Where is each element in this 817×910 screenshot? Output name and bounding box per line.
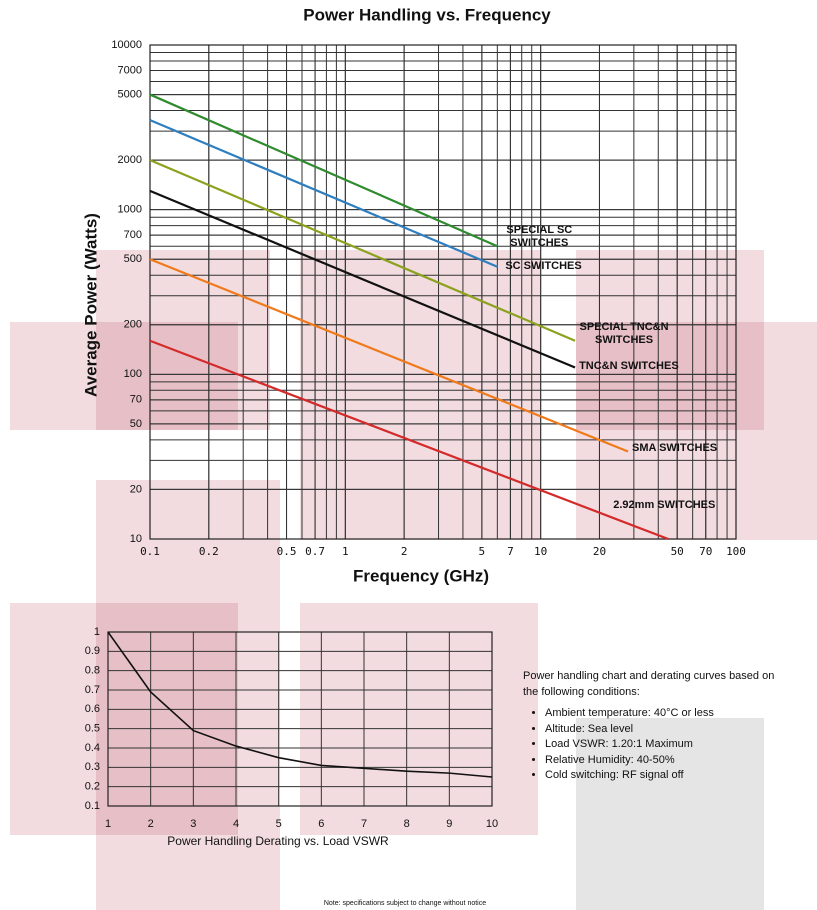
watermark [576, 718, 764, 910]
y-tick-label: 10000 [111, 39, 142, 51]
condition-item: Ambient temperature: 40°C or less [545, 706, 783, 722]
series-label: SPECIAL TNC&N SWITCHES [579, 320, 669, 346]
x-tick-label: 7 [361, 818, 367, 830]
conditions: Power handling chart and derating curves… [523, 669, 783, 784]
x-tick-label: 3 [190, 818, 196, 830]
series-line [149, 189, 576, 369]
watermark [10, 322, 238, 430]
x-tick-label: 0.7 [305, 545, 325, 558]
y-tick-label: 500 [124, 253, 142, 265]
plot-border [149, 44, 737, 540]
y-tick-label: 0.8 [85, 665, 100, 677]
x-tick-label: 2 [148, 818, 154, 830]
x-tick-label: 2 [401, 545, 408, 558]
series-line [149, 339, 669, 541]
series-label: 2.92mm SWITCHES [613, 499, 716, 511]
y-tick-label: 2000 [118, 154, 142, 166]
y-axis-label: Average Power (Watts) [81, 213, 100, 397]
y-tick-label: 0.7 [85, 684, 100, 696]
chart-title: Power Handling Derating vs. Load VSWR [167, 834, 389, 848]
x-tick-label: 5 [276, 818, 282, 830]
series-line [149, 119, 498, 268]
y-tick-label: 0.3 [85, 761, 100, 773]
y-tick-label: 0.5 [85, 723, 100, 735]
watermark [576, 322, 817, 540]
condition-item: Relative Humidity: 40-50% [545, 753, 783, 769]
x-tick-label: 0.2 [199, 545, 219, 558]
condition-item: Load VSWR: 1.20:1 Maximum [545, 737, 783, 753]
x-tick-label: 1 [342, 545, 349, 558]
chart-title: Power Handling vs. Frequency [303, 5, 551, 24]
y-tick-label: 200 [124, 319, 142, 331]
x-tick-label: 7 [507, 545, 514, 558]
watermark [300, 603, 538, 835]
series-label: SPECIAL SC SWITCHES [506, 224, 573, 250]
series-label: SMA SWITCHES [632, 442, 718, 455]
y-tick-label: 0.4 [85, 742, 100, 754]
x-tick-label: 0.1 [140, 545, 160, 558]
y-tick-label: 20 [130, 483, 142, 495]
y-tick-label: 10 [130, 533, 142, 545]
y-tick-label: 0.6 [85, 703, 100, 715]
series-line [107, 631, 493, 778]
y-tick-label: 1000 [118, 204, 142, 216]
y-tick-label: 100 [124, 368, 142, 380]
x-tick-label: 50 [671, 545, 684, 558]
x-tick-label: 1 [105, 818, 111, 830]
watermark [300, 250, 540, 540]
x-tick-label: 9 [446, 818, 452, 830]
y-tick-label: 70 [130, 394, 142, 406]
series-line [149, 159, 576, 342]
series-line [149, 93, 498, 248]
conditions-list: Ambient temperature: 40°C or lessAltitud… [523, 706, 783, 784]
condition-item: Cold switching: RF signal off [545, 768, 783, 784]
y-tick-label: 1 [94, 626, 100, 638]
x-tick-label: 6 [318, 818, 324, 830]
x-axis-label: Frequency (GHz) [353, 566, 489, 585]
plot-border [107, 631, 493, 807]
series-label: TNC&N SWITCHES [579, 359, 679, 372]
footnote: Note: specifications subject to change w… [324, 900, 486, 907]
y-tick-label: 5000 [118, 88, 142, 100]
y-tick-label: 0.1 [85, 800, 100, 812]
y-tick-label: 0.2 [85, 781, 100, 793]
y-tick-label: 7000 [118, 64, 142, 76]
x-tick-label: 10 [534, 545, 547, 558]
y-tick-label: 50 [130, 418, 142, 430]
x-tick-label: 10 [486, 818, 498, 830]
y-tick-label: 700 [124, 229, 142, 241]
x-tick-label: 20 [593, 545, 606, 558]
x-tick-label: 0.5 [277, 545, 297, 558]
series-line [149, 258, 629, 453]
watermark [96, 480, 280, 910]
y-tick-label: 0.9 [85, 645, 100, 657]
x-tick-label: 8 [404, 818, 410, 830]
x-tick-label: 70 [699, 545, 712, 558]
x-tick-label: 100 [726, 545, 746, 558]
series-label: SC SWITCHES [505, 259, 582, 272]
conditions-intro: Power handling chart and derating curves… [523, 670, 775, 698]
x-tick-label: 4 [233, 818, 239, 830]
watermark [10, 603, 238, 835]
x-tick-label: 5 [479, 545, 486, 558]
condition-item: Altitude: Sea level [545, 722, 783, 738]
